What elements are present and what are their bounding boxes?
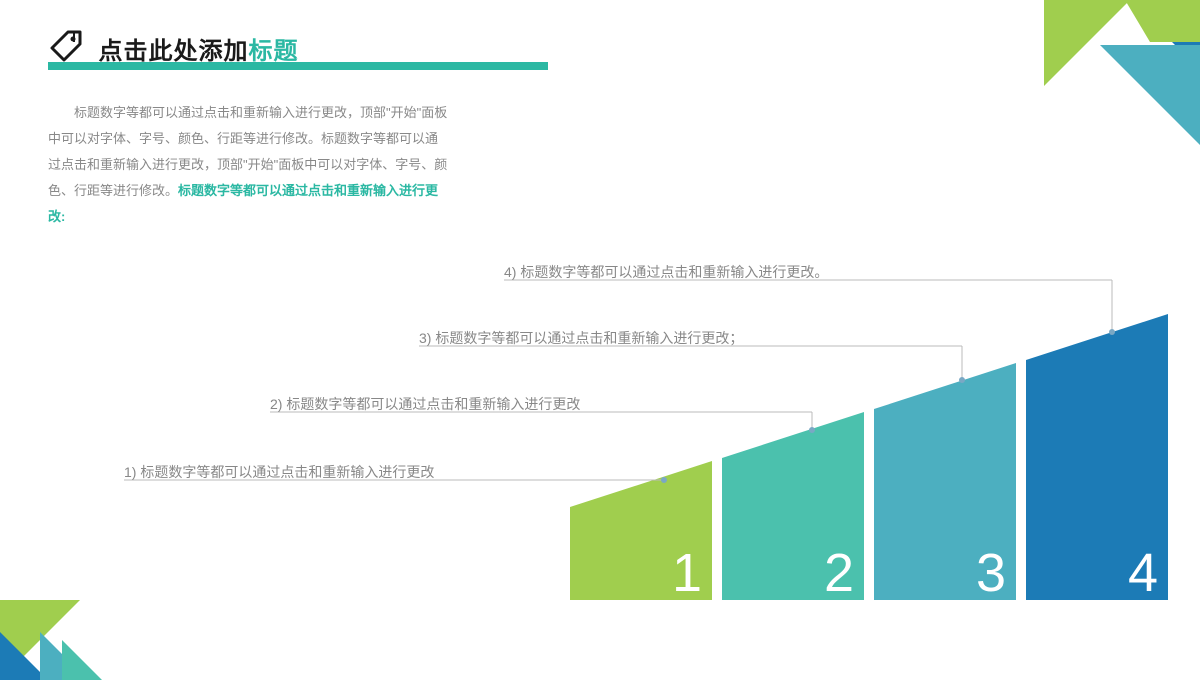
slide-title: 点击此处添加标题 — [98, 31, 298, 66]
step-label: 3) 标题数字等都可以通过点击和重新输入进行更改； — [419, 328, 743, 348]
body-paragraph: 标题数字等都可以通过点击和重新输入进行更改，顶部"开始"面板中可以对字体、字号、… — [48, 100, 448, 230]
step-number: 4 — [1128, 542, 1158, 604]
title-accent: 标题 — [248, 38, 298, 65]
title-prefix: 点击此处添加 — [98, 38, 248, 65]
title-underline — [48, 62, 548, 70]
step-number: 3 — [976, 542, 1006, 604]
step-label: 1) 标题数字等都可以通过点击和重新输入进行更改 — [124, 462, 434, 482]
step-label: 2) 标题数字等都可以通过点击和重新输入进行更改 — [270, 394, 580, 414]
step-label: 4) 标题数字等都可以通过点击和重新输入进行更改。 — [504, 262, 828, 282]
step-number: 1 — [672, 542, 702, 604]
step-number: 2 — [824, 542, 854, 604]
